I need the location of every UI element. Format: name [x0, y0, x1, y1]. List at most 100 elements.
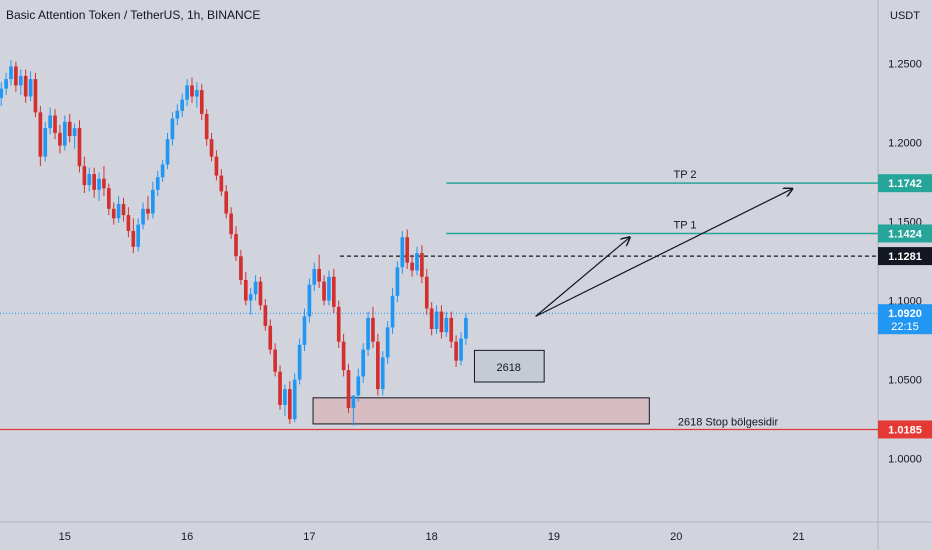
arrow-to-tp1: [535, 237, 630, 317]
candle-body: [371, 317, 375, 342]
candle-body: [170, 118, 175, 140]
candle-body: [18, 75, 23, 86]
candle-body: [185, 85, 189, 100]
candle-body: [106, 188, 111, 209]
candle-body: [151, 189, 155, 214]
candle-body: [253, 281, 258, 295]
candle-body: [180, 99, 185, 111]
candle-body: [136, 224, 141, 247]
candle-body: [121, 204, 126, 216]
candle-body: [248, 294, 253, 301]
level-label: TP 2: [673, 169, 696, 181]
candle-body: [126, 215, 131, 231]
candle-body: [351, 395, 356, 409]
price-badge-label: 1.0920: [888, 308, 922, 320]
candle-body: [229, 213, 233, 235]
candle-body: [111, 208, 116, 219]
candle-body: [92, 174, 96, 190]
price-badge-label: 1.1281: [888, 251, 922, 263]
candle-body: [87, 174, 92, 186]
support-zone: [312, 397, 650, 425]
candle-body: [459, 338, 463, 361]
candle-body: [4, 79, 8, 89]
price-badge-label: 1.1742: [888, 178, 922, 190]
candle-body: [390, 295, 395, 328]
candle-body: [38, 112, 43, 157]
candle-body: [258, 281, 263, 306]
candle-body: [190, 85, 194, 97]
candle-body: [283, 389, 287, 405]
candle-body: [219, 175, 224, 192]
candle-body: [424, 276, 429, 309]
candle-body: [9, 66, 13, 80]
candle-body: [102, 178, 106, 189]
candle-body: [0, 88, 4, 99]
candle-body: [454, 341, 458, 361]
candle-body: [341, 341, 346, 371]
price-badge-label: 1.0185: [888, 424, 922, 436]
candle-body: [28, 79, 33, 97]
candle-body: [97, 178, 101, 190]
candle-body: [58, 132, 62, 146]
price-badge: [878, 174, 932, 193]
candle-body: [268, 325, 273, 350]
candle-body: [429, 308, 434, 330]
candle-body: [43, 128, 48, 157]
y-tick-label: 1.0500: [888, 375, 922, 387]
price-badge: [878, 420, 932, 439]
arrow-to-tp2: [535, 189, 793, 317]
price-badge: [878, 304, 932, 335]
candle-body: [155, 177, 160, 190]
candle-body: [165, 139, 170, 165]
candle-body: [116, 204, 121, 219]
x-tick-label: 20: [670, 531, 682, 543]
candle-body: [141, 208, 145, 225]
candle-body: [77, 128, 82, 167]
countdown-timer: 22:15: [891, 321, 919, 333]
candle-body: [195, 90, 199, 97]
candle-body: [410, 262, 414, 271]
price-badge: [878, 224, 932, 243]
candle-body: [214, 156, 219, 176]
candle-body: [209, 139, 214, 157]
candle-body: [385, 327, 390, 358]
candle-body: [72, 128, 77, 137]
candle-body: [160, 164, 165, 178]
candle-body: [243, 279, 248, 301]
x-tick-label: 16: [181, 531, 193, 543]
candle-body: [415, 253, 419, 271]
candle-body: [332, 276, 336, 307]
candle-body: [224, 191, 229, 214]
candle-body: [307, 284, 312, 317]
candle-body: [131, 230, 136, 247]
price-badge: [878, 247, 932, 266]
candle-body: [67, 121, 72, 137]
candle-body: [322, 281, 326, 301]
candle-body: [239, 256, 243, 280]
candle-body: [439, 311, 444, 333]
candle-body: [263, 305, 268, 326]
candle-body: [327, 276, 331, 301]
candle-body: [48, 115, 52, 129]
x-tick-label: 21: [792, 531, 804, 543]
candle-body: [312, 268, 317, 285]
candle-body: [449, 317, 454, 342]
x-tick-label: 18: [426, 531, 438, 543]
candle-body: [400, 237, 405, 268]
y-tick-label: 1.0000: [888, 454, 922, 466]
candle-body: [199, 90, 204, 114]
candle-body: [273, 349, 277, 372]
candle-body: [14, 66, 18, 86]
candle-body: [317, 268, 321, 282]
candle-body: [356, 376, 361, 396]
candle-body: [33, 79, 38, 113]
y-tick-label: 1.2500: [888, 58, 922, 70]
candle-body: [297, 344, 302, 380]
entry-box: [473, 349, 545, 383]
x-tick-label: 19: [548, 531, 560, 543]
candle-body: [287, 389, 292, 420]
chart-title: Basic Attention Token / TetherUS, 1h, BI…: [6, 8, 261, 22]
